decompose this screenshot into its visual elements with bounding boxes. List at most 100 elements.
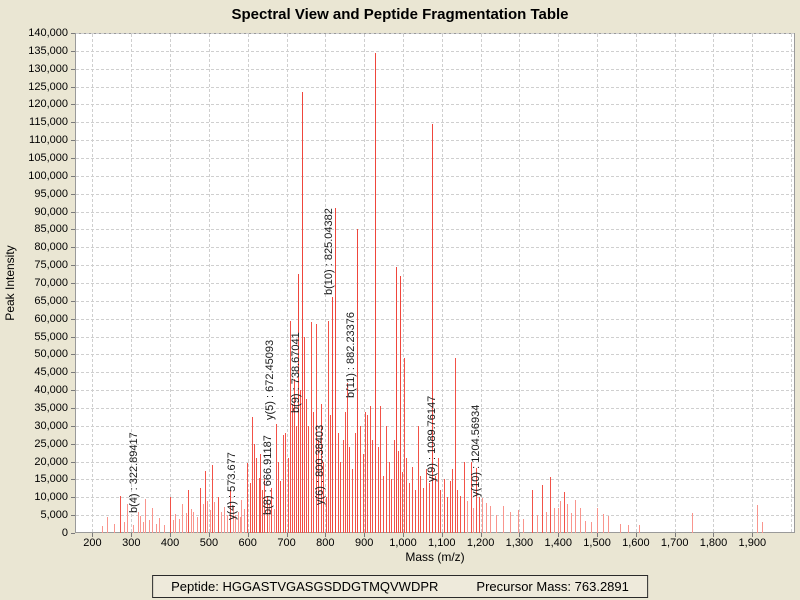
x-tick-mark [558,533,560,537]
gridline-y [76,229,794,231]
x-tick-label: 1,100 [428,537,456,549]
y-tick-label: 20,000 [34,455,68,468]
gridline-y [76,140,794,142]
y-tick-label: 120,000 [28,98,68,111]
gridline-y [76,175,794,177]
gridline-y [76,68,794,70]
gridline-x [325,34,327,532]
x-tick-label: 1,200 [466,537,495,549]
gridline-y [76,33,794,34]
x-tick-label: 1,500 [583,537,611,549]
peptide-sequence-label: Peptide: HGGASTVGASGSDDGTMQVWDPR [171,579,439,594]
gridline-x [286,34,288,532]
x-tick-label: 400 [160,537,180,549]
x-tick-mark [247,533,249,537]
gridline-y [76,193,794,195]
gridline-y [76,336,794,338]
x-tick-label: 1,900 [738,537,767,549]
gridline-x [480,34,482,532]
gridline-x [131,34,133,532]
peptide-info-box: Peptide: HGGASTVGASGSDDGTMQVWDPR Precurs… [152,575,648,598]
gridline-x [635,34,637,532]
x-tick-label: 1,300 [505,537,534,549]
x-tick-mark [208,533,210,537]
x-tick-label: 200 [83,537,102,549]
gridline-y [76,461,794,463]
x-tick-mark [480,533,482,537]
x-tick-label: 500 [199,537,219,549]
x-tick-label: 1,600 [622,537,650,549]
x-tick-mark [441,533,443,537]
gridline-y [76,50,794,52]
gridline-y [76,265,794,267]
x-tick-label: 1,400 [544,537,572,549]
y-tick-label: 25,000 [34,437,68,450]
gridline-y [76,300,794,302]
y-tick-label: 140,000 [28,27,68,39]
page-title: Spectral View and Peptide Fragmentation … [231,6,569,23]
gridline-y [76,104,794,106]
y-tick-label: 100,000 [28,169,68,182]
gridline-x [791,34,793,532]
x-tick-mark [286,533,288,537]
gridline-y [76,158,794,159]
gridline-y [76,479,794,481]
x-tick-label: 900 [354,537,374,549]
x-tick-mark [402,533,404,537]
precursor-mass-label: Precursor Mass: 763.2891 [476,579,629,594]
gridline-x [674,34,676,532]
x-tick-label: 1,700 [660,537,689,549]
x-axis-title: Mass (m/z) [405,550,465,564]
gridline-x [597,34,599,532]
gridline-y [76,86,794,88]
gridline-x [558,34,560,532]
x-tick-mark [635,533,637,537]
x-tick-mark [92,533,94,537]
y-tick-label: 40,000 [34,384,68,397]
gridline-y [76,283,794,284]
x-tick-label: 1,800 [699,537,728,549]
x-tick-mark [519,533,521,537]
gridline-x [247,34,249,532]
y-tick-label: 110,000 [29,134,68,147]
y-tick-label: 35,000 [34,402,68,414]
y-tick-mark [71,533,75,534]
y-tick-label: 135,000 [28,44,68,57]
gridline-x [92,34,94,532]
x-tick-label: 700 [277,537,296,549]
x-tick-label: 1,000 [389,537,417,549]
gridline-x [402,34,404,532]
gridline-y [76,425,794,427]
gridline-y [76,443,794,445]
gridline-y [76,318,794,320]
x-tick-mark [713,533,715,537]
gridline-y [76,408,794,409]
gridline-x [519,34,521,532]
gridline-y [76,372,794,374]
x-tick-mark [597,533,599,537]
gridline-y [76,247,794,249]
gridline-y [76,211,794,213]
gridline-y [76,354,794,356]
y-tick-label: 105,000 [28,152,68,164]
gridline-y [76,497,794,499]
y-tick-label: 130,000 [28,62,68,75]
x-tick-label: 600 [238,537,257,549]
y-tick-label: 10,000 [34,491,68,504]
gridline-x [364,34,366,532]
gridline-x [713,34,715,532]
y-tick-label: 30,000 [34,419,68,432]
spectrum-plot-area[interactable] [75,33,795,533]
x-tick-mark [752,533,754,537]
y-tick-label: 115,000 [29,116,68,129]
x-tick-mark [364,533,366,537]
y-tick-label: 0 [61,527,68,539]
gridline-y [76,122,794,124]
y-axis-title: Peak Intensity [3,245,17,321]
x-tick-label: 300 [122,537,141,549]
gridline-x [208,34,210,532]
x-tick-mark [325,533,327,537]
y-tick-label: 45,000 [34,366,68,379]
gridline-y [76,390,794,392]
